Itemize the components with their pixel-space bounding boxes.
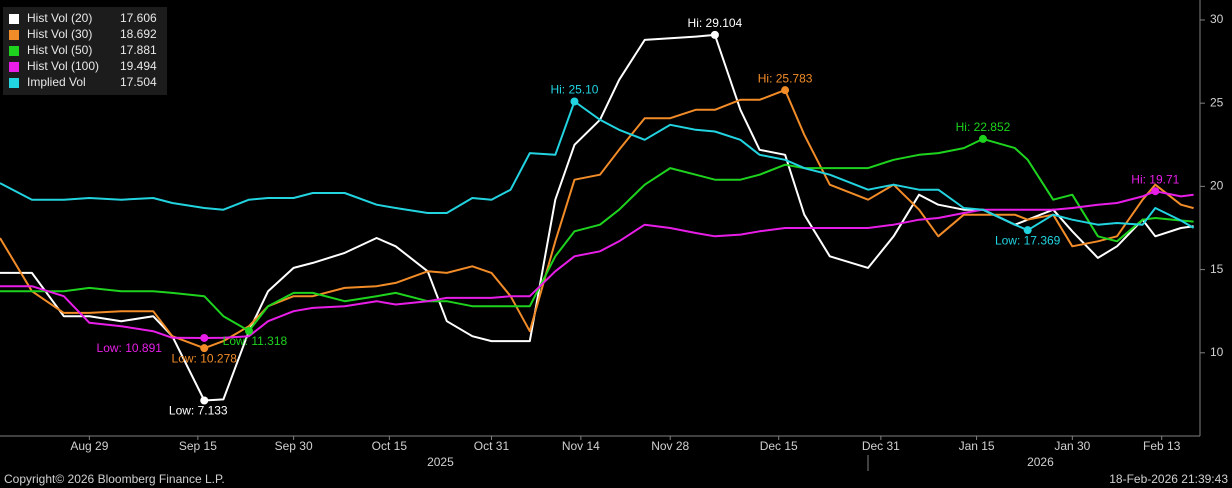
legend-label: Hist Vol (30) — [27, 27, 92, 41]
low-marker — [200, 396, 209, 405]
x-tick-label: Dec 15 — [760, 439, 798, 453]
high-marker — [978, 134, 987, 143]
low-label: Low: 11.318 — [223, 334, 288, 348]
high-label: Hi: 29.104 — [688, 16, 743, 30]
y-tick-label: 20 — [1210, 179, 1224, 193]
high-marker — [1151, 187, 1160, 196]
timestamp: 18-Feb-2026 21:39:43 — [1109, 472, 1228, 486]
legend-swatch — [9, 30, 19, 40]
x-tick-label: Feb 13 — [1143, 439, 1181, 453]
high-label: Hi: 22.852 — [956, 120, 1011, 134]
x-tick-label: Jan 15 — [959, 439, 995, 453]
x-tick-label: Sep 15 — [179, 439, 217, 453]
x-tick-label: Oct 31 — [474, 439, 510, 453]
legend-value: 18.692 — [120, 27, 157, 41]
legend-swatch — [9, 14, 19, 24]
legend-swatch — [9, 78, 19, 88]
low-label: Low: 10.891 — [97, 341, 163, 355]
legend-value: 17.606 — [120, 11, 157, 25]
series-line — [0, 100, 1195, 232]
year-label: 2025 — [427, 455, 454, 469]
y-tick-label: 25 — [1210, 95, 1224, 109]
x-tick-label: Dec 31 — [862, 439, 900, 453]
high-marker — [781, 86, 790, 95]
legend-label: Hist Vol (50) — [27, 43, 92, 57]
legend-label: Hist Vol (100) — [27, 59, 99, 73]
high-label: Hi: 19.71 — [1131, 172, 1179, 186]
series-line — [0, 190, 1194, 339]
legend-label: Implied Vol — [27, 75, 86, 89]
y-tick-label: 10 — [1210, 345, 1224, 359]
high-marker — [710, 30, 719, 39]
x-tick-label: Jan 30 — [1054, 439, 1090, 453]
low-marker — [200, 344, 209, 353]
legend-swatch — [9, 62, 19, 72]
legend-label: Hist Vol (20) — [27, 11, 92, 25]
series-line — [0, 89, 1194, 350]
legend-swatch — [9, 46, 19, 56]
x-tick-label: Nov 14 — [562, 439, 600, 453]
y-tick-label: 15 — [1210, 262, 1224, 276]
low-label: Low: 7.133 — [169, 404, 228, 418]
low-marker — [200, 333, 209, 342]
low-label: Low: 17.369 — [995, 233, 1061, 247]
x-tick-label: Sep 30 — [275, 439, 313, 453]
low-marker — [1023, 226, 1032, 235]
low-label: Low: 10.278 — [172, 351, 238, 365]
legend-value: 17.881 — [120, 43, 157, 57]
low-marker — [244, 326, 253, 335]
high-marker — [570, 97, 579, 106]
high-label: Hi: 25.783 — [758, 71, 813, 85]
series-line — [0, 137, 1194, 332]
legend-value: 17.504 — [120, 75, 157, 89]
legend-value: 19.494 — [120, 59, 157, 73]
copyright: Copyright© 2026 Bloomberg Finance L.P. — [4, 472, 225, 486]
y-tick-label: 30 — [1210, 12, 1224, 26]
legend-box — [3, 7, 167, 95]
x-tick-label: Aug 29 — [70, 439, 108, 453]
high-label: Hi: 25.10 — [550, 83, 598, 97]
x-tick-label: Oct 15 — [372, 439, 408, 453]
series-line — [0, 33, 1194, 402]
year-label: 2026 — [1027, 455, 1054, 469]
x-tick-label: Nov 28 — [651, 439, 689, 453]
